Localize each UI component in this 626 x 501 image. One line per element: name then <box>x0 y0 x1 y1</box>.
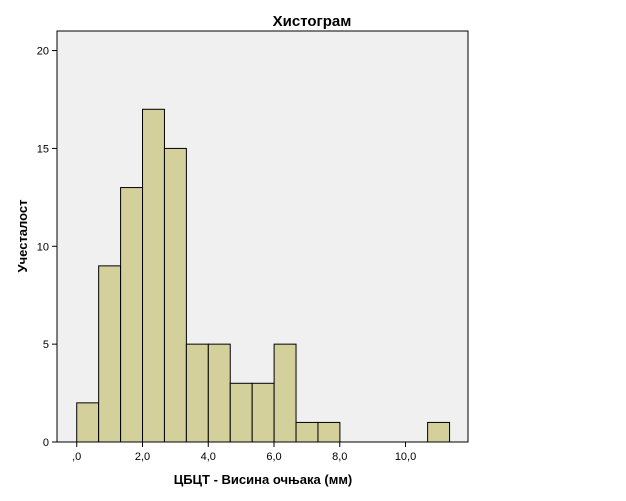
histogram-bar <box>251 382 275 443</box>
histogram-bar <box>427 421 451 443</box>
y-tick-label: 5 <box>43 339 49 351</box>
x-tick-label: 2,0 <box>135 451 150 463</box>
chart-title: Хистограм <box>273 13 352 30</box>
histogram-bar <box>207 343 231 443</box>
histogram-bar <box>120 187 144 443</box>
y-tick-label: 15 <box>37 143 49 155</box>
histogram-bar <box>273 343 297 443</box>
bars-group <box>76 108 451 443</box>
histogram-bar <box>142 108 165 443</box>
y-tick-label: 0 <box>43 437 49 449</box>
x-tick-label: 6,0 <box>266 451 281 463</box>
x-tick-label: 8,0 <box>332 451 347 463</box>
histogram-bar <box>295 421 319 443</box>
histogram-bar <box>76 402 100 443</box>
x-tick-label: 4,0 <box>201 451 216 463</box>
histogram-bar <box>98 265 122 443</box>
y-tick-label: 10 <box>37 241 49 253</box>
histogram-bar <box>317 421 341 443</box>
histogram-bar <box>229 382 253 443</box>
x-tick-label: 10,0 <box>395 451 416 463</box>
y-axis: 0 5 10 15 20 <box>37 46 57 449</box>
y-tick-label: 20 <box>37 46 49 58</box>
histogram-bar <box>163 147 187 443</box>
y-axis-label: Учесталост <box>15 200 30 273</box>
x-axis: ,0 2,0 4,0 6,0 8,0 10,0 <box>72 442 416 463</box>
x-axis-label: ЦБЦТ - Висина очњака (мм) <box>174 472 353 487</box>
x-tick-label: ,0 <box>72 451 81 463</box>
histogram-bar <box>185 343 209 443</box>
